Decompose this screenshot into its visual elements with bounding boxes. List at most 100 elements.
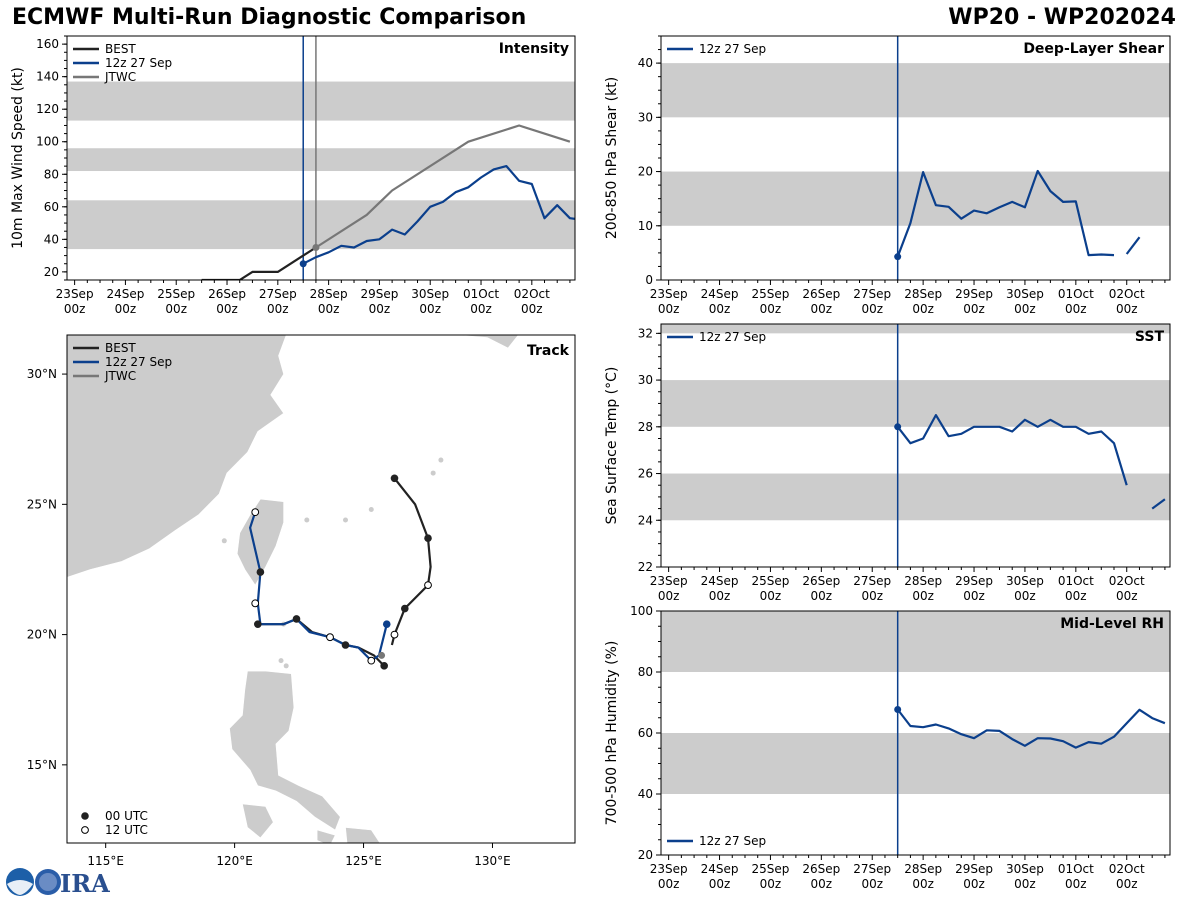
- legend-marker-open: [81, 826, 89, 834]
- shading-band: [67, 200, 575, 250]
- x-tick-label: 02Oct: [1109, 862, 1145, 876]
- x-tick-label-hour: 00z: [861, 302, 883, 316]
- x-tick-label: 28Sep: [904, 287, 942, 301]
- x-tick-label: 30Sep: [1006, 287, 1044, 301]
- y-axis-label: 200-850 hPa Shear (kt): [604, 77, 620, 239]
- land-islet: [368, 507, 374, 513]
- y-tick-label: 20: [44, 265, 59, 279]
- y-tick-label: 140: [36, 70, 59, 84]
- plot-area: [661, 36, 1170, 280]
- legend-label: BEST: [105, 341, 136, 355]
- x-tick-label-hour: 00z: [216, 302, 238, 316]
- panel-title: Track: [527, 343, 570, 359]
- marker-00utc: [292, 615, 301, 623]
- x-tick-label-hour: 00z: [963, 589, 985, 603]
- map-area: [67, 335, 519, 843]
- x-tick-label: 30Sep: [1006, 574, 1044, 588]
- y-axis-label: 10m Max Wind Speed (kt): [10, 67, 26, 249]
- storm-id: WP20 - WP202024: [948, 5, 1176, 30]
- x-tick-label-hour: 00z: [709, 589, 731, 603]
- y-tick-label: 60: [44, 200, 59, 214]
- x-tick-label-hour: 00z: [912, 877, 934, 891]
- lon-tick-label: 130°E: [474, 854, 511, 868]
- marker-00utc: [380, 662, 388, 670]
- x-tick-label: 25Sep: [157, 287, 195, 301]
- map-frame: [66, 334, 576, 844]
- land-islet: [221, 538, 227, 544]
- svg-text:IRA: IRA: [60, 869, 110, 898]
- series-line-12z-27-sep: [896, 414, 1128, 486]
- legend-label: 00 UTC: [105, 809, 148, 823]
- marker-00utc: [256, 568, 265, 576]
- x-tick-label-hour: 00z: [658, 302, 680, 316]
- plot-area: [661, 324, 1170, 567]
- x-tick-label: 01Oct: [1058, 287, 1094, 301]
- legend-label: 12z 27 Sep: [105, 56, 172, 70]
- legend-label: 12z 27 Sep: [699, 42, 766, 56]
- marker-12utc: [326, 633, 334, 642]
- y-axis-label: Sea Surface Temp (°C): [604, 367, 620, 525]
- series-line-best: [201, 246, 317, 280]
- land-mindoro: [242, 803, 274, 839]
- x-tick-label: 28Sep: [904, 862, 942, 876]
- x-tick-label: 28Sep: [310, 287, 348, 301]
- shading-band: [661, 324, 1170, 334]
- y-tick-label: 60: [638, 726, 653, 740]
- series-line-12z-27-sep: [302, 165, 575, 265]
- marker-12utc: [251, 599, 260, 608]
- shading-band: [661, 611, 1170, 672]
- series-line-12z-27-sep: [1125, 236, 1141, 255]
- y-tick-label: 26: [638, 467, 653, 481]
- marker-00utc: [341, 641, 350, 649]
- x-tick-label-hour: 00z: [1065, 302, 1087, 316]
- lon-tick-label: 125°E: [345, 854, 382, 868]
- legend-label: JTWC: [104, 70, 136, 84]
- y-tick-label: 100: [630, 604, 653, 618]
- y-tick-label: 20: [638, 848, 653, 862]
- marker-00utc: [254, 620, 262, 628]
- jtwc-init-marker: [312, 243, 320, 251]
- x-tick-label: 25Sep: [751, 287, 789, 301]
- y-tick-label: 24: [638, 513, 653, 527]
- y-tick-label: 20: [638, 165, 653, 179]
- x-tick-label: 24Sep: [106, 287, 144, 301]
- legend-marker-filled: [81, 812, 89, 820]
- series-line-12z-27-sep: [1151, 498, 1166, 510]
- shading-band: [661, 380, 1170, 427]
- x-tick-label: 23Sep: [650, 862, 688, 876]
- x-tick-label: 26Sep: [802, 287, 840, 301]
- x-tick-label-hour: 00z: [1116, 302, 1138, 316]
- lon-tick-label: 115°E: [87, 854, 124, 868]
- y-tick-label: 32: [638, 326, 653, 340]
- x-tick-label-hour: 00z: [318, 302, 340, 316]
- x-tick-label-hour: 00z: [861, 877, 883, 891]
- x-tick-label: 25Sep: [751, 862, 789, 876]
- lat-tick-label: 25°N: [27, 497, 57, 511]
- page-title: ECMWF Multi-Run Diagnostic Comparison: [12, 5, 527, 30]
- x-tick-label-hour: 00z: [658, 877, 680, 891]
- series-line-12z-27-sep: [896, 169, 1115, 258]
- x-tick-label: 27Sep: [853, 574, 891, 588]
- land-islet: [304, 517, 310, 523]
- x-tick-label-hour: 00z: [1014, 877, 1036, 891]
- x-tick-label: 01Oct: [463, 287, 499, 301]
- track-panel: 115°E 120°E 125°E 130°E 15°N 20°N 25°N 30°N Trac…: [27, 334, 576, 868]
- rh-panel: 2040608010023Sep00z24Sep00z25Sep00z26Sep…: [604, 604, 1171, 891]
- panel-title: Intensity: [499, 41, 569, 57]
- legend-label: 12z 27 Sep: [699, 834, 766, 848]
- y-tick-label: 0: [645, 273, 653, 287]
- x-tick-label: 23Sep: [56, 287, 94, 301]
- lat-tick-label: 15°N: [27, 758, 57, 772]
- x-tick-label-hour: 00z: [1014, 302, 1036, 316]
- plot-area: [67, 36, 575, 280]
- x-tick-label: 30Sep: [411, 287, 449, 301]
- x-tick-label-hour: 00z: [64, 302, 86, 316]
- y-tick-label: 40: [44, 232, 59, 246]
- series-line-jtwc: [315, 124, 571, 249]
- land-islet: [342, 517, 348, 523]
- x-tick-label: 29Sep: [955, 287, 993, 301]
- y-tick-label: 120: [36, 102, 59, 116]
- y-tick-label: 40: [638, 787, 653, 801]
- marker-12utc: [251, 508, 260, 517]
- y-tick-label: 100: [36, 135, 59, 149]
